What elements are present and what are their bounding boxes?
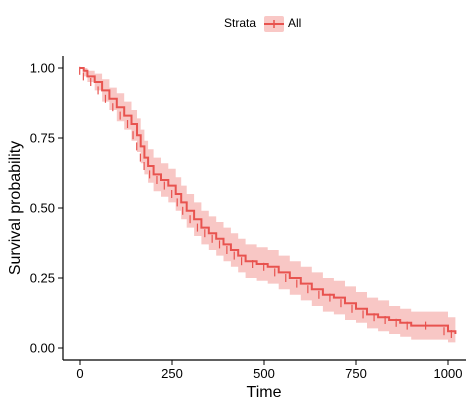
confidence-band (80, 68, 456, 343)
survival-curve-layer (80, 67, 457, 334)
legend-title: Strata (224, 16, 256, 30)
x-tick-label: 500 (253, 366, 275, 381)
x-tick-label: 750 (345, 366, 367, 381)
y-tick-label: 0.75 (30, 131, 55, 146)
confidence-band-layer (80, 68, 456, 343)
y-tick-label: 0.00 (30, 341, 55, 356)
x-tick-label: 250 (161, 366, 183, 381)
legend-entry-all: All (288, 16, 301, 30)
y-ticks: 0.00 0.25 0.50 0.75 1.00 (30, 61, 63, 356)
x-axis-title: Time (247, 384, 282, 401)
x-tick-label: 1000 (434, 366, 463, 381)
y-tick-label: 1.00 (30, 61, 55, 76)
survival-curve-line (80, 67, 457, 334)
x-ticks: 0 250 500 750 1000 (76, 360, 462, 381)
y-tick-label: 0.50 (30, 201, 55, 216)
y-axis-title: Survival probability (7, 141, 24, 275)
censor-marks-layer (79, 66, 452, 338)
y-tick-label: 0.25 (30, 271, 55, 286)
legend: Strata All (224, 16, 301, 32)
x-tick-label: 0 (76, 366, 83, 381)
